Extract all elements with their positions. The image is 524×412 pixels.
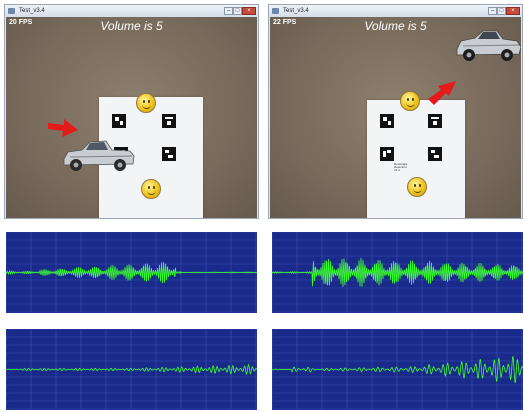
waveform-trace — [272, 257, 523, 287]
svg-text:··: ·· — [7, 251, 9, 255]
svg-text:··: ·· — [7, 283, 9, 287]
waveform-scope-2: ·· ·· ·· ·· ·· ·· ·· ·· ·· ·· — [272, 232, 523, 313]
svg-text:··: ·· — [7, 267, 9, 271]
camera-view: 22 FPS Volume is 5 Rectangle Detection v… — [270, 17, 521, 218]
marker-icon — [112, 114, 126, 128]
ar-window-2: Test_v3.4 – □ × 22 FPS Volume is 5 Recta… — [268, 4, 523, 219]
marker-icon — [380, 147, 394, 161]
svg-text:··: ·· — [7, 340, 9, 344]
maximize-icon[interactable]: □ — [233, 7, 242, 15]
svg-text:··: ·· — [273, 372, 275, 376]
svg-text:··: ·· — [273, 396, 275, 400]
svg-text:··: ·· — [273, 307, 275, 311]
app-icon — [272, 8, 279, 14]
smiley-icon — [141, 179, 161, 199]
fps-counter: 20 FPS — [9, 19, 33, 26]
svg-text:··: ·· — [273, 251, 275, 255]
svg-text:··: ·· — [7, 380, 9, 384]
app-icon — [8, 8, 15, 14]
close-icon[interactable]: × — [506, 7, 520, 15]
svg-text:··: ·· — [273, 235, 275, 239]
paper-caption: Rectangle Detection v3.4 — [394, 162, 408, 172]
svg-text:··: ·· — [7, 396, 9, 400]
smiley-icon — [136, 93, 156, 113]
waveform-scope-4: ·· ·· ·· ·· ·· ·· ·· ·· ·· ·· — [272, 329, 523, 410]
svg-text:··: ·· — [7, 235, 9, 239]
marker-icon — [162, 147, 176, 161]
svg-text:··: ·· — [273, 267, 275, 271]
svg-text:··: ·· — [273, 283, 275, 287]
svg-text:··: ·· — [273, 364, 275, 368]
svg-text:··: ·· — [273, 332, 275, 336]
window-title: Test_v3.4 — [283, 8, 309, 14]
svg-text:··: ·· — [7, 348, 9, 352]
svg-text:··: ·· — [273, 259, 275, 263]
svg-text:··: ·· — [273, 356, 275, 360]
svg-text:··: ·· — [7, 307, 9, 311]
waveform-scope-3: ·· ·· ·· ·· ·· ·· ·· ·· ·· ·· — [6, 329, 257, 410]
svg-text:··: ·· — [273, 404, 275, 408]
svg-text:··: ·· — [273, 388, 275, 392]
ar-window-1: Test_v3.4 – □ × 20 FPS Volume is 5 — [4, 4, 259, 219]
svg-text:··: ·· — [7, 259, 9, 263]
smiley-icon — [407, 177, 427, 197]
marker-icon — [162, 114, 176, 128]
close-icon[interactable]: × — [242, 7, 256, 15]
marker-icon — [428, 147, 442, 161]
svg-text:··: ·· — [7, 299, 9, 303]
svg-text:··: ·· — [7, 356, 9, 360]
svg-text:··: ·· — [273, 340, 275, 344]
svg-text:··: ·· — [7, 243, 9, 247]
smiley-icon — [400, 91, 420, 111]
svg-text:··: ·· — [273, 299, 275, 303]
marker-icon — [428, 114, 442, 128]
arrow-icon — [48, 119, 78, 137]
marker-icon — [380, 114, 394, 128]
svg-text:··: ·· — [7, 332, 9, 336]
waveform-scope-1: ·· ·· ·· ·· ·· ·· ·· ·· ·· ·· — [6, 232, 257, 313]
svg-text:··: ·· — [273, 291, 275, 295]
maximize-icon[interactable]: □ — [497, 7, 506, 15]
svg-text:··: ·· — [7, 388, 9, 392]
minimize-icon[interactable]: – — [224, 7, 233, 15]
window-titlebar[interactable]: Test_v3.4 – □ × — [5, 5, 258, 17]
window-title: Test_v3.4 — [19, 8, 45, 14]
fps-counter: 22 FPS — [273, 19, 297, 26]
volume-label: Volume is 5 — [364, 19, 427, 33]
svg-text:··: ·· — [7, 364, 9, 368]
minimize-icon[interactable]: – — [488, 7, 497, 15]
waveform-trace — [6, 363, 257, 376]
svg-text:··: ·· — [7, 372, 9, 376]
car-icon — [456, 30, 521, 61]
car-icon — [63, 140, 135, 171]
svg-text:··: ·· — [7, 275, 9, 279]
svg-text:··: ·· — [273, 380, 275, 384]
waveform-trace — [272, 356, 523, 383]
arrow-icon — [428, 81, 456, 105]
svg-text:··: ·· — [273, 243, 275, 247]
svg-text:··: ·· — [273, 348, 275, 352]
svg-text:··: ·· — [273, 275, 275, 279]
svg-text:··: ·· — [7, 404, 9, 408]
camera-view: 20 FPS Volume is 5 — [6, 17, 257, 218]
volume-label: Volume is 5 — [100, 19, 163, 33]
svg-text:··: ·· — [7, 291, 9, 295]
window-titlebar[interactable]: Test_v3.4 – □ × — [269, 5, 522, 17]
waveform-trace — [6, 261, 257, 284]
